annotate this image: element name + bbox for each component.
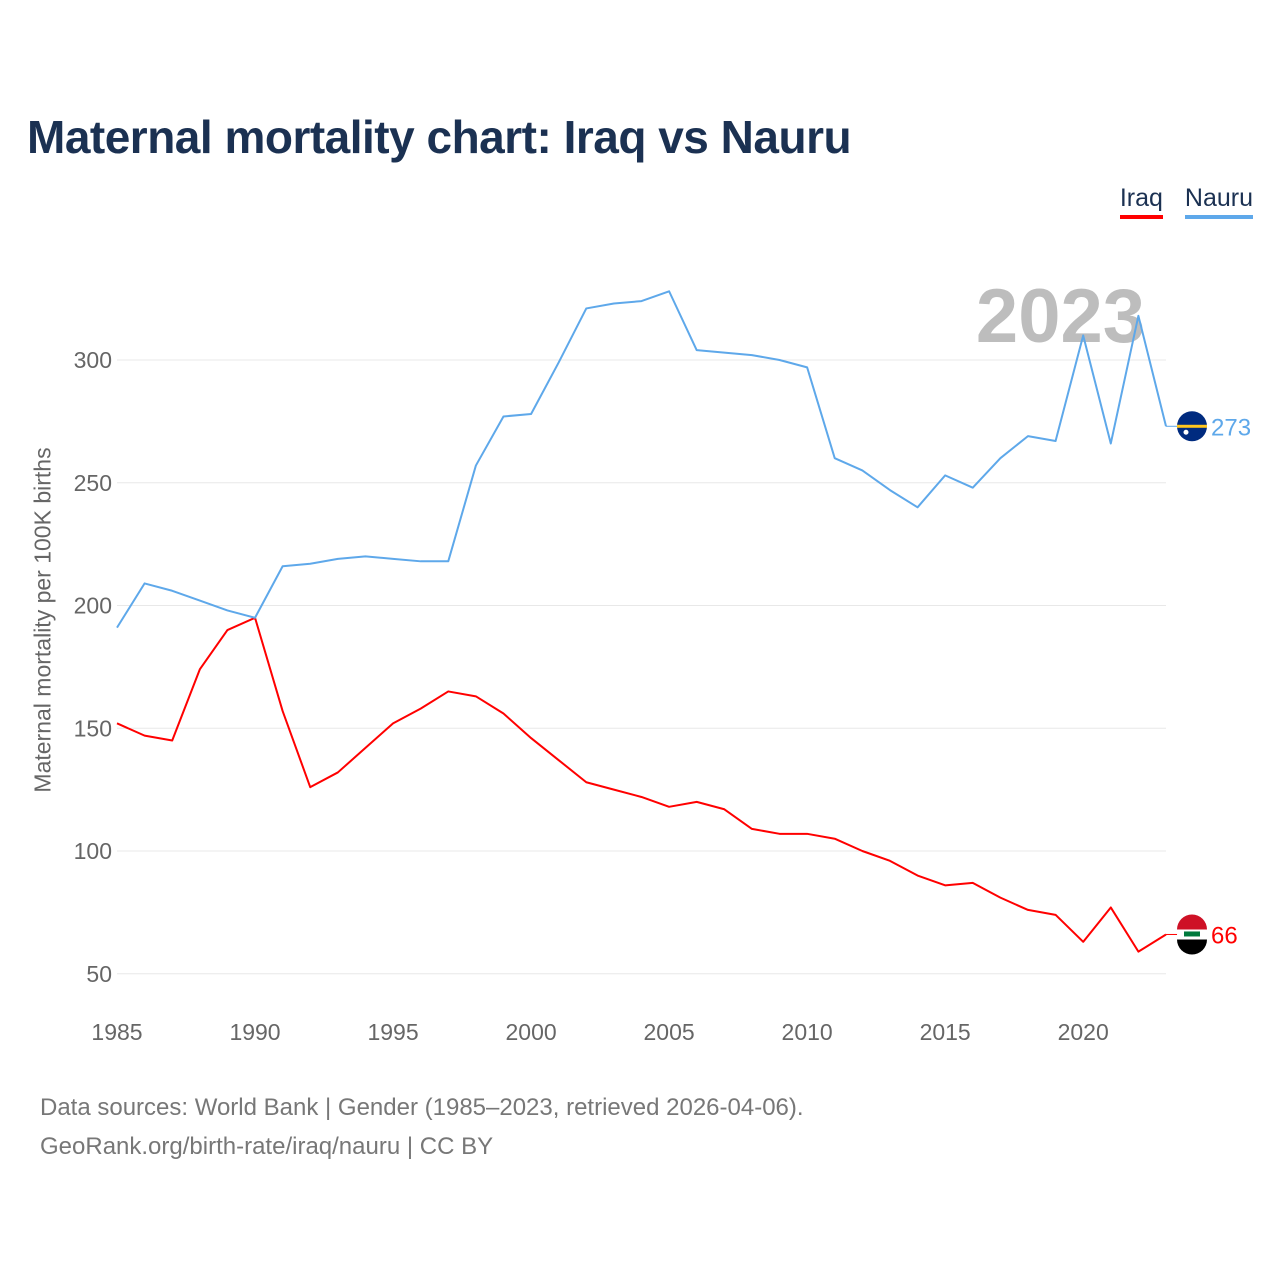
- x-tick-label: 1985: [91, 1019, 142, 1045]
- y-tick-label: 100: [74, 838, 112, 864]
- legend: Iraq Nauru: [1119, 184, 1253, 219]
- x-tick-label: 2015: [920, 1019, 971, 1045]
- x-tick-label: 2000: [505, 1019, 556, 1045]
- x-tick-label: 2005: [644, 1019, 695, 1045]
- series-line-nauru: [116, 290, 1167, 629]
- x-tick-label: 2010: [782, 1019, 833, 1045]
- source-line-2[interactable]: GeoRank.org/birth-rate/iraq/nauru | CC B…: [40, 1133, 494, 1160]
- source-line-1: Data sources: World Bank | Gender (1985–…: [40, 1094, 804, 1121]
- y-tick-label: 300: [74, 347, 112, 373]
- year-label: 2023: [976, 274, 1145, 359]
- x-tick-label: 1990: [229, 1019, 280, 1045]
- y-tick-label: 200: [74, 593, 112, 619]
- end-value-label-iraq: 66: [1211, 922, 1238, 949]
- y-tick-label: 150: [74, 715, 112, 741]
- source-note: Data sources: World Bank | Gender (1985–…: [40, 1088, 804, 1166]
- flag-iraq-black: [1177, 939, 1207, 955]
- end-value-label-nauru: 273: [1211, 414, 1251, 441]
- flag-nauru-stripe: [1177, 424, 1207, 428]
- flag-iraq-red: [1177, 914, 1207, 930]
- series-line-iraq: [116, 616, 1167, 953]
- x-tick-label: 1995: [367, 1019, 418, 1045]
- y-tick-label: 250: [74, 470, 112, 496]
- flag-iraq-script: [1184, 931, 1200, 937]
- y-tick-label: 50: [86, 961, 112, 987]
- chart-title: Maternal mortality chart: Iraq vs Nauru: [27, 111, 852, 163]
- flag-nauru-star: [1183, 429, 1189, 435]
- legend-item-iraq[interactable]: Iraq: [1119, 184, 1163, 219]
- legend-item-nauru[interactable]: Nauru: [1184, 184, 1253, 219]
- x-tick-label: 2020: [1058, 1019, 1109, 1045]
